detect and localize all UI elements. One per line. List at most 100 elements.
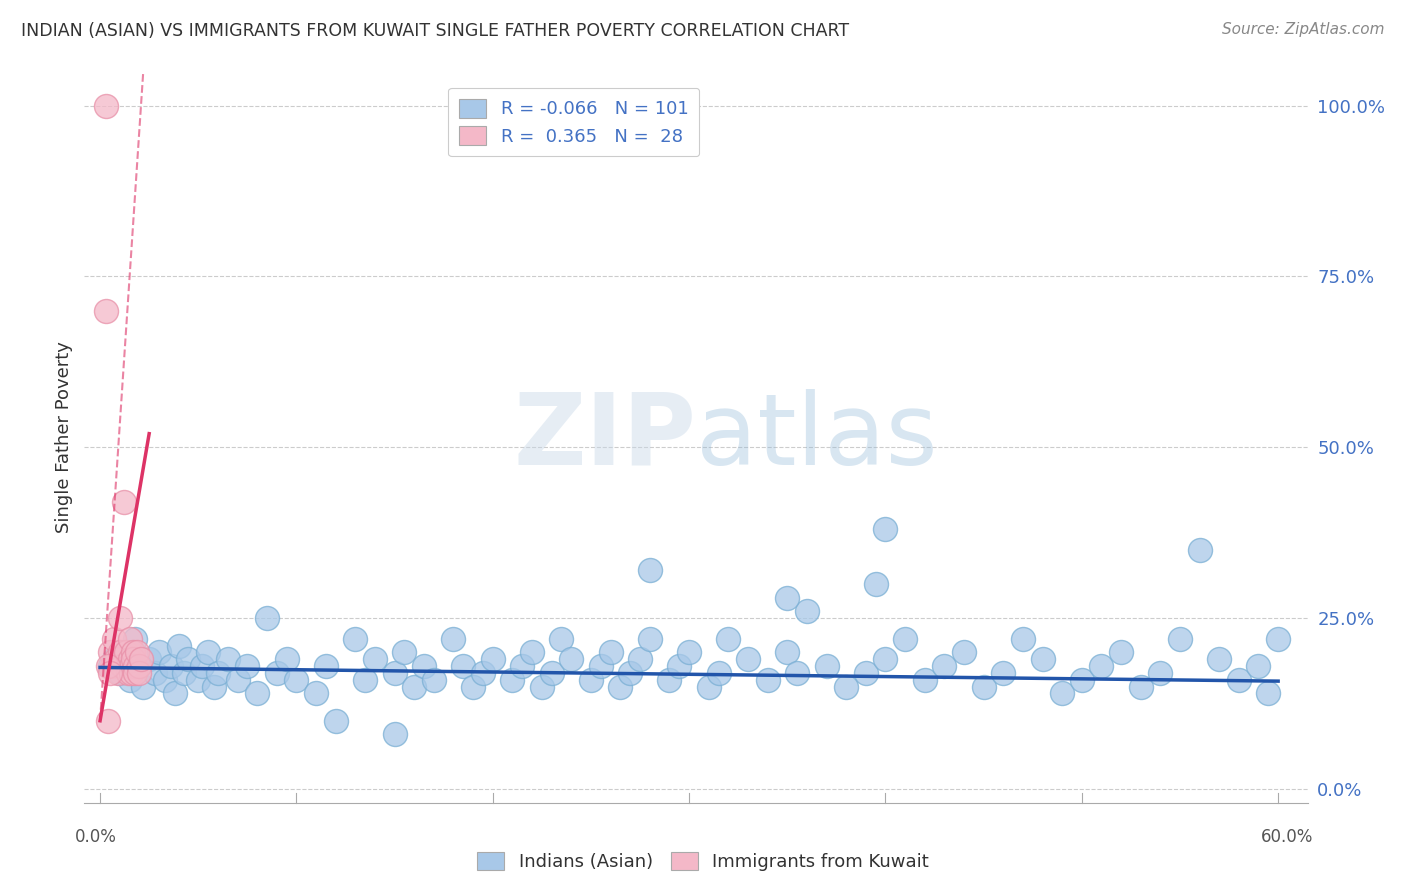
Point [875, 522, 897, 536]
Point [628, 652, 651, 666]
Point [404, 680, 426, 694]
Point [934, 659, 956, 673]
Point [325, 714, 347, 728]
Point [118, 673, 141, 687]
Point [315, 659, 337, 673]
Point [520, 645, 543, 659]
Point [103, 632, 125, 646]
Point [1031, 652, 1053, 666]
Point [122, 645, 145, 659]
Point [207, 665, 229, 680]
Point [103, 652, 125, 666]
Point [1012, 632, 1035, 646]
Text: ZIP: ZIP [513, 389, 696, 485]
Point [658, 673, 681, 687]
Point [163, 686, 186, 700]
Point [124, 665, 146, 680]
Point [111, 659, 134, 673]
Point [756, 673, 779, 687]
Point [114, 645, 136, 659]
Point [226, 673, 249, 687]
Point [815, 659, 838, 673]
Point [453, 659, 475, 673]
Point [619, 665, 641, 680]
Text: Source: ZipAtlas.com: Source: ZipAtlas.com [1222, 22, 1385, 37]
Point [550, 632, 572, 646]
Point [246, 686, 269, 700]
Point [191, 659, 214, 673]
Point [101, 659, 124, 673]
Point [167, 639, 190, 653]
Text: atlas: atlas [696, 389, 938, 485]
Point [579, 673, 602, 687]
Point [1149, 665, 1171, 680]
Point [173, 665, 195, 680]
Point [914, 673, 936, 687]
Point [344, 632, 367, 646]
Point [217, 652, 239, 666]
Point [94, 98, 117, 112]
Y-axis label: Single Father Poverty: Single Father Poverty [55, 341, 73, 533]
Point [875, 652, 897, 666]
Point [177, 652, 200, 666]
Point [835, 680, 858, 694]
Point [510, 659, 533, 673]
Point [609, 680, 631, 694]
Point [1070, 673, 1092, 687]
Point [107, 665, 129, 680]
Legend: R = -0.066   N = 101, R =  0.365   N =  28: R = -0.066 N = 101, R = 0.365 N = 28 [449, 87, 699, 156]
Point [589, 659, 612, 673]
Point [599, 645, 621, 659]
Point [737, 652, 759, 666]
Text: INDIAN (ASIAN) VS IMMIGRANTS FROM KUWAIT SINGLE FATHER POVERTY CORRELATION CHART: INDIAN (ASIAN) VS IMMIGRANTS FROM KUWAIT… [21, 22, 849, 40]
Point [187, 673, 209, 687]
Point [413, 659, 436, 673]
Point [108, 665, 131, 680]
Point [894, 632, 917, 646]
Point [1208, 652, 1230, 666]
Point [1257, 686, 1279, 700]
Point [148, 645, 170, 659]
Point [1050, 686, 1073, 700]
Point [128, 659, 150, 673]
Point [1188, 542, 1211, 557]
Point [463, 680, 485, 694]
Point [1267, 632, 1289, 646]
Point [97, 659, 120, 673]
Point [717, 632, 740, 646]
Point [117, 659, 139, 673]
Point [197, 645, 219, 659]
Point [236, 659, 259, 673]
Point [202, 680, 225, 694]
Point [124, 632, 146, 646]
Point [697, 680, 720, 694]
Point [796, 604, 818, 618]
Point [481, 652, 503, 666]
Point [108, 611, 131, 625]
Point [1109, 645, 1132, 659]
Point [129, 652, 152, 666]
Point [560, 652, 582, 666]
Point [104, 652, 127, 666]
Point [128, 665, 150, 680]
Text: 0.0%: 0.0% [75, 829, 117, 847]
Point [993, 665, 1015, 680]
Point [471, 665, 494, 680]
Point [953, 645, 976, 659]
Legend: Indians (Asian), Immigrants from Kuwait: Indians (Asian), Immigrants from Kuwait [470, 845, 936, 879]
Text: 60.0%: 60.0% [1261, 829, 1313, 847]
Point [117, 665, 139, 680]
Point [678, 645, 700, 659]
Point [124, 659, 146, 673]
Point [127, 645, 149, 659]
Point [638, 632, 661, 646]
Point [364, 652, 387, 666]
Point [285, 673, 308, 687]
Point [354, 673, 377, 687]
Point [530, 680, 553, 694]
Point [638, 563, 661, 577]
Point [786, 665, 808, 680]
Point [1168, 632, 1191, 646]
Point [423, 673, 446, 687]
Point [1090, 659, 1112, 673]
